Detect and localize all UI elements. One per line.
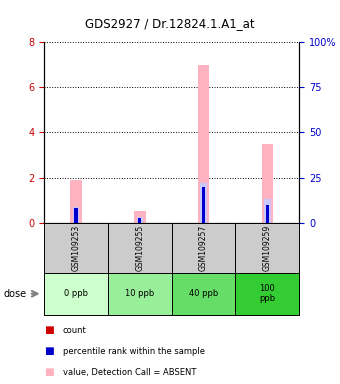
Text: value, Detection Call = ABSENT: value, Detection Call = ABSENT: [63, 368, 196, 377]
Text: GDS2927 / Dr.12824.1.A1_at: GDS2927 / Dr.12824.1.A1_at: [85, 17, 255, 30]
Bar: [138, 222, 141, 223]
Text: GSM109255: GSM109255: [135, 225, 144, 271]
Text: count: count: [63, 326, 87, 335]
Bar: [202, 187, 205, 223]
Bar: [137, 217, 143, 223]
Text: 100
ppb: 100 ppb: [259, 284, 275, 303]
Bar: [198, 65, 209, 223]
Bar: [138, 218, 141, 223]
Bar: [261, 144, 273, 223]
Bar: [200, 183, 207, 223]
Text: percentile rank within the sample: percentile rank within the sample: [63, 347, 205, 356]
Text: ■: ■: [44, 367, 54, 377]
Bar: [202, 222, 205, 223]
Bar: [70, 180, 82, 223]
Bar: [74, 222, 78, 223]
Text: 10 ppb: 10 ppb: [125, 289, 154, 298]
Text: dose: dose: [3, 289, 27, 299]
Bar: [134, 212, 146, 223]
Text: ■: ■: [44, 346, 54, 356]
Text: 40 ppb: 40 ppb: [189, 289, 218, 298]
Text: GSM109259: GSM109259: [263, 225, 272, 271]
Text: GSM109257: GSM109257: [199, 225, 208, 271]
Text: 0 ppb: 0 ppb: [64, 289, 88, 298]
Bar: [266, 222, 269, 223]
Text: ■: ■: [44, 325, 54, 335]
Bar: [73, 207, 79, 223]
Bar: [266, 205, 269, 223]
Text: GSM109253: GSM109253: [72, 225, 81, 271]
Bar: [74, 208, 78, 223]
Bar: [264, 199, 271, 223]
